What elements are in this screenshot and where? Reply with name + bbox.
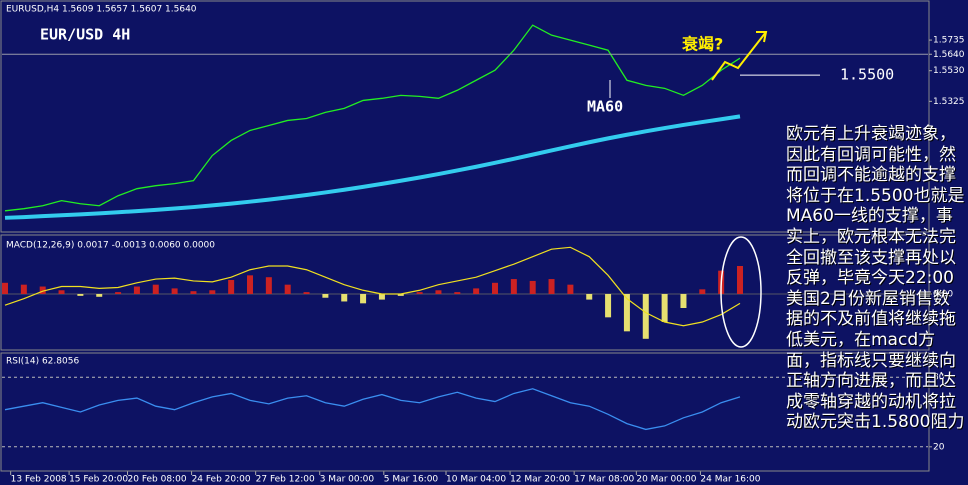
x-tick-label: 3 Mar 00:00 <box>320 475 375 485</box>
histogram-bar <box>454 292 461 294</box>
histogram-bar <box>642 294 649 339</box>
line <box>4 388 741 431</box>
y-tick-label: 80 <box>933 373 945 383</box>
y-tick-label: 1.5530 <box>933 66 965 76</box>
histogram-bar <box>529 280 536 294</box>
highlight-ellipse <box>720 236 762 348</box>
histogram-bar <box>699 289 706 294</box>
histogram-bar <box>190 291 197 294</box>
histogram-bar <box>473 288 480 294</box>
histogram-bar <box>133 286 140 294</box>
histogram-bar <box>341 294 348 302</box>
histogram-bar <box>360 294 367 304</box>
pane-title: RSI(14) 62.8056 <box>6 357 79 367</box>
histogram-bar <box>152 284 159 294</box>
y-tick-label: 1.5735 <box>933 36 965 46</box>
histogram-bar <box>39 286 46 294</box>
pane-border <box>0 234 930 351</box>
histogram-bar <box>20 284 27 294</box>
histogram-bar <box>228 280 235 294</box>
histogram-bar <box>492 282 498 294</box>
histogram-bar <box>435 290 442 294</box>
x-tick-label: 15 Feb 20:00 <box>69 475 128 485</box>
histogram-bar <box>96 294 103 297</box>
line <box>4 24 741 212</box>
histogram-bar <box>115 292 122 294</box>
level-label: 1.5500 <box>840 66 894 84</box>
x-tick-label: 24 Mar 16:00 <box>700 475 760 485</box>
pane-border <box>0 352 930 472</box>
line <box>4 114 741 220</box>
histogram-bar <box>209 290 216 294</box>
histogram-bar <box>397 294 404 296</box>
histogram-bar <box>58 290 65 294</box>
x-tick-label: 24 Feb 20:00 <box>192 475 251 485</box>
y-tick-label: 0.00 <box>933 290 953 300</box>
histogram-bar <box>378 294 385 300</box>
histogram-bar <box>680 294 687 308</box>
histogram-bar <box>416 292 423 294</box>
commentary: 欧元有上升衰竭迹象，因此有回调可能性，然而回调不能逾越的支撑将位于在1.5500… <box>786 124 965 433</box>
y-tick-label: 20 <box>933 442 945 452</box>
line <box>4 246 741 327</box>
annotation: 衰竭? <box>681 35 723 54</box>
histogram-bar <box>510 279 517 294</box>
histogram-bar <box>605 294 612 318</box>
histogram-bar <box>548 279 555 294</box>
x-tick-label: 10 Mar 04:00 <box>446 475 506 485</box>
arrow <box>711 31 767 81</box>
pane-border <box>0 0 930 233</box>
x-tick-label: 5 Mar 16:00 <box>384 475 439 485</box>
arrow-head <box>756 31 768 43</box>
chart-subtitle: EUR/USD 4H <box>40 26 130 44</box>
histogram-bar <box>265 277 272 294</box>
x-tick-label: 20 Feb 08:00 <box>128 475 187 485</box>
histogram-bar <box>303 292 310 294</box>
y-tick-label: 1.5640 <box>933 50 965 60</box>
histogram-bar <box>322 294 329 298</box>
ma-label: MA60 <box>587 98 623 116</box>
pane-title: MACD(12,26,9) 0.0017 -0.0013 0.0060 0.00… <box>6 241 215 251</box>
x-tick-label: 20 Mar 00:00 <box>636 475 696 485</box>
x-tick-label: 13 Feb 2008 <box>11 475 67 485</box>
histogram-bar <box>247 275 253 294</box>
x-tick-label: 12 Mar 20:00 <box>510 475 570 485</box>
histogram-bar <box>737 266 743 294</box>
histogram-bar <box>661 294 668 322</box>
histogram-bar <box>171 288 178 294</box>
histogram-bar <box>284 284 291 294</box>
histogram-bar <box>586 294 593 300</box>
x-tick-label: 27 Feb 12:00 <box>256 475 315 485</box>
histogram-bar <box>567 284 574 294</box>
histogram-bar <box>2 282 8 294</box>
y-tick-label: 1.5325 <box>933 97 965 107</box>
x-tick-label: 17 Mar 08:00 <box>574 475 634 485</box>
histogram-bar <box>77 294 84 296</box>
pane-title: EURUSD,H4 1.5609 1.5657 1.5607 1.5640 <box>6 5 197 15</box>
histogram-bar <box>623 294 630 332</box>
